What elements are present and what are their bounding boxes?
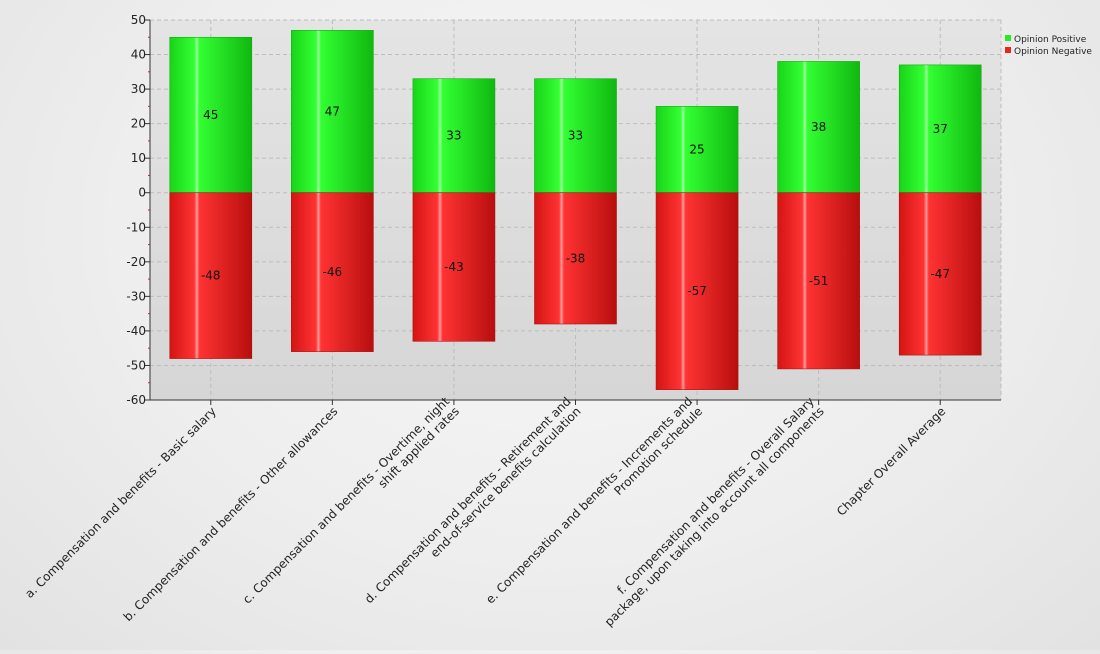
- legend-label: Opinion Negative: [1014, 47, 1092, 57]
- data-label-negative: -43: [444, 260, 464, 274]
- data-label-positive: 33: [446, 129, 461, 143]
- bar-negative: [655, 192, 739, 390]
- category-label: Chapter Overall Average: [834, 404, 948, 518]
- bar-negative: [777, 192, 860, 370]
- data-label-negative: -57: [687, 284, 707, 298]
- bar-negative: [291, 192, 374, 352]
- y-tick-label: 50: [131, 13, 146, 27]
- data-label-positive: 45: [203, 108, 218, 122]
- y-tick-label: -20: [126, 255, 146, 269]
- data-label-positive: 33: [568, 129, 583, 143]
- y-tick-label: -60: [126, 393, 146, 407]
- data-label-positive: 38: [811, 120, 826, 134]
- bar-negative: [898, 192, 982, 356]
- category-label-line: package, upon taking into account all co…: [602, 404, 827, 629]
- y-tick-label: 20: [131, 117, 146, 131]
- data-label-negative: -48: [201, 269, 221, 283]
- y-tick-labels: 50 40 30 20 10 0 -10 -20 -30 -40 -50 -60: [126, 13, 146, 407]
- bar-negative: [169, 192, 253, 359]
- category-label-line: b. Compensation and benefits - Other all…: [121, 404, 341, 624]
- bar-positive: [898, 64, 982, 194]
- legend: Opinion Positive Opinion Negative: [1005, 35, 1092, 57]
- bar-positive: [534, 78, 617, 194]
- y-tick-label: 0: [138, 186, 146, 200]
- data-label-negative: -38: [566, 251, 586, 265]
- data-label-negative: -47: [930, 267, 950, 281]
- data-label-negative: -46: [323, 265, 343, 279]
- bar-positive: [412, 78, 496, 194]
- bar-positive: [291, 30, 374, 194]
- bars: [169, 30, 982, 390]
- category-label-line: Promotion schedule: [611, 404, 705, 498]
- y-tick-label: 30: [131, 82, 146, 96]
- category-label-line: Chapter Overall Average: [834, 404, 948, 518]
- category-label: d. Compensation and benefits - Retiremen…: [362, 394, 584, 606]
- category-label: e. Compensation and benefits - Increment…: [483, 394, 705, 606]
- y-tick-label: -10: [126, 220, 146, 234]
- axes: [145, 19, 1001, 405]
- data-label-negative: -51: [809, 274, 829, 288]
- legend-swatch: [1005, 47, 1011, 53]
- data-label-positive: 25: [689, 143, 704, 157]
- y-tick-label: -50: [126, 358, 146, 372]
- category-label: f. Compensation and benefits - Overall S…: [602, 394, 827, 629]
- bar-negative: [412, 192, 496, 342]
- category-label: b. Compensation and benefits - Other all…: [121, 404, 341, 624]
- bar-positive: [655, 106, 739, 194]
- category-label: a. Compensation and benefits - Basic sal…: [22, 404, 219, 601]
- category-labels: a. Compensation and benefits - Basic sal…: [22, 394, 948, 629]
- data-labels: 45 47 33 33 25 38 37 -48 -46 -43 -38 -57 -51 -47: [201, 105, 950, 299]
- category-label-line: d. Compensation and benefits - Retiremen…: [362, 394, 574, 606]
- y-tick-label: -40: [126, 324, 146, 338]
- bar-positive: [169, 36, 253, 194]
- category-label: c. Compensation and benefits - Overtime,…: [240, 394, 462, 606]
- y-tick-label: 40: [131, 48, 146, 62]
- category-label-line: c. Compensation and benefits - Overtime,…: [240, 394, 452, 606]
- legend-swatch: [1005, 35, 1011, 41]
- y-tick-label: -30: [126, 289, 146, 303]
- data-label-positive: 37: [933, 122, 948, 136]
- y-tick-label: 10: [131, 151, 146, 165]
- data-label-positive: 47: [325, 105, 340, 119]
- category-label-line: f. Compensation and benefits - Overall S…: [614, 394, 817, 597]
- legend-label: Opinion Positive: [1014, 35, 1087, 45]
- category-label-line: a. Compensation and benefits - Basic sal…: [22, 404, 219, 601]
- bar-negative: [534, 192, 617, 325]
